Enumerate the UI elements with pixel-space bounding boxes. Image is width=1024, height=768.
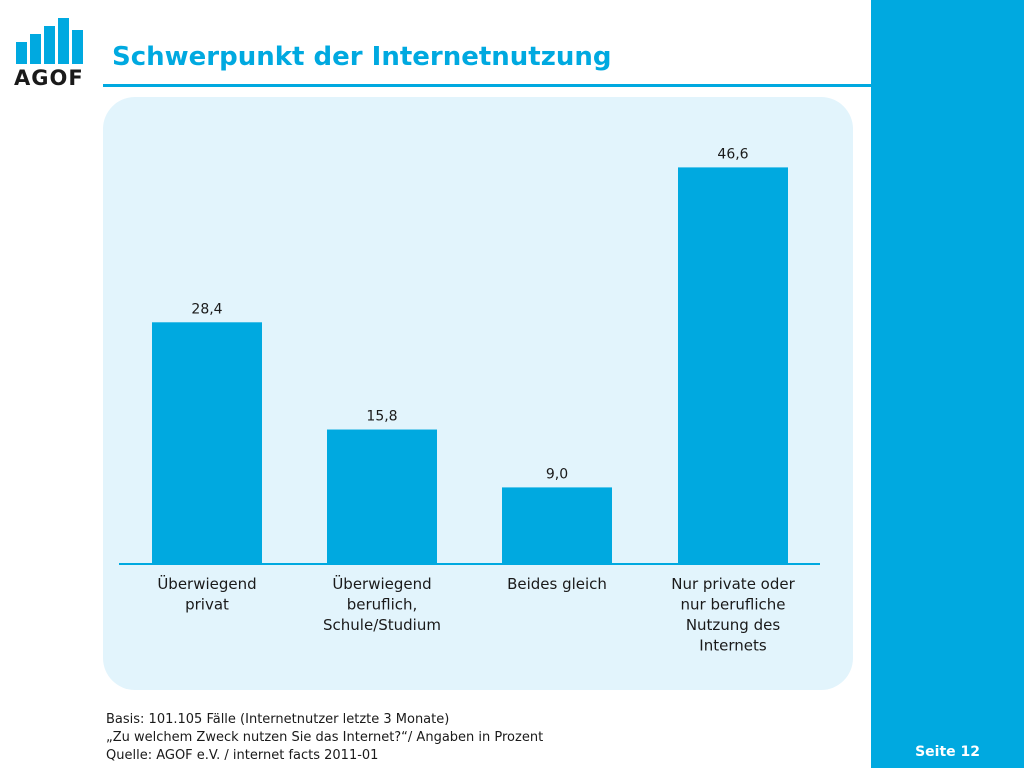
bar-3 [678, 167, 788, 564]
category-label-line: Nur private oder [671, 575, 795, 593]
category-label-line: Überwiegend [157, 574, 256, 593]
footnote-source: Quelle: AGOF e.V. / internet facts 2011-… [106, 748, 379, 763]
title-divider [103, 84, 871, 87]
logo-bars-icon [16, 18, 86, 64]
logo-bar [58, 18, 69, 64]
agof-logo: AGOF [14, 18, 88, 90]
category-label-line: nur berufliche [681, 596, 786, 614]
logo-text: AGOF [14, 66, 84, 90]
bar-value-label-1: 15,8 [366, 409, 397, 425]
category-label-line: beruflich, [347, 596, 418, 614]
chart-panel: 28,4 Überwiegend privat 15,8 Überwiegend beru… [103, 97, 853, 690]
category-label-line: privat [185, 596, 229, 614]
bar-chart: 28,4 Überwiegend privat 15,8 Überwiegend beru… [119, 146, 820, 655]
bar-2 [502, 487, 612, 564]
logo-bar [30, 34, 41, 64]
category-label-line: Internets [699, 637, 767, 655]
category-label-1: Überwiegend beruflich, Schule/Studium [323, 574, 441, 634]
logo-bar [72, 30, 83, 64]
bar-value-label-2: 9,0 [546, 466, 568, 482]
bar-1 [327, 429, 437, 564]
category-label-0: Überwiegend privat [157, 574, 256, 614]
bar-value-label-3: 46,6 [717, 146, 748, 162]
category-label-line: Beides gleich [507, 575, 607, 593]
category-label-3: Nur private oder nur berufliche Nutzung de… [671, 575, 795, 655]
logo-bar [44, 26, 55, 64]
logo-bar [16, 42, 27, 64]
bar-0 [152, 322, 262, 564]
page-title: Schwerpunkt der Internetnutzung [112, 42, 612, 72]
category-label-2: Beides gleich [507, 575, 607, 593]
right-sidebar-band [871, 0, 1024, 768]
page-number: Seite 12 [915, 744, 980, 760]
footnotes: Basis: 101.105 Fälle (Internetnutzer let… [106, 711, 543, 765]
category-label-line: Nutzung des [686, 616, 781, 634]
footnote-basis: Basis: 101.105 Fälle (Internetnutzer let… [106, 712, 450, 727]
bar-value-label-0: 28,4 [191, 301, 222, 317]
category-label-line: Überwiegend [332, 574, 431, 593]
footnote-question: „Zu welchem Zweck nutzen Sie das Interne… [106, 730, 544, 745]
category-label-line: Schule/Studium [323, 616, 441, 634]
